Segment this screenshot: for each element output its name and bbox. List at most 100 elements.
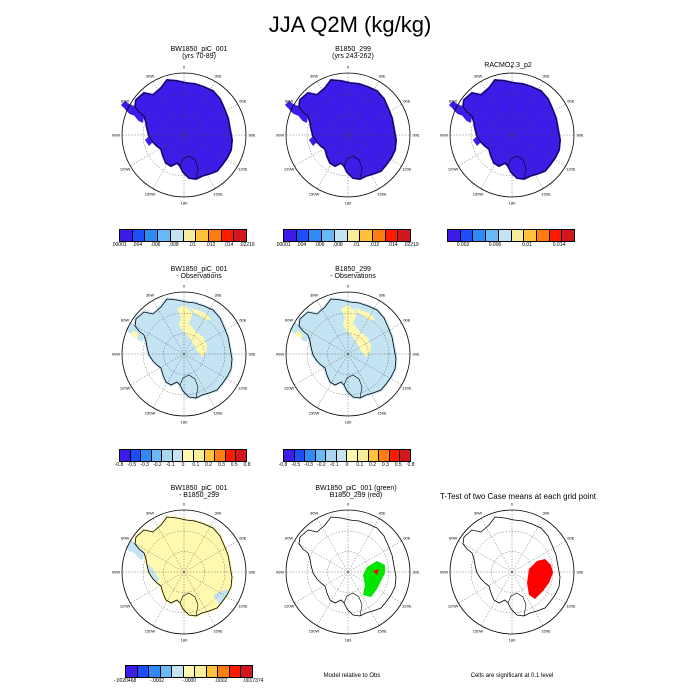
longitude-label: 30W — [310, 511, 318, 516]
panel-1-title: BW1850_piC_001 (yrs 70-89) — [129, 46, 269, 60]
legend-label: .02216 — [239, 242, 255, 248]
legend-swatch — [326, 450, 337, 461]
legend-label: .006 — [314, 242, 325, 248]
panel-6-title-line1: BW1850_piC_001 — [170, 485, 228, 492]
legend-swatch — [398, 230, 411, 241]
longitude-label: 150E — [541, 628, 551, 633]
longitude-label: 150W — [309, 628, 320, 633]
panel-5-title: B1850_299 - Observations — [283, 266, 423, 280]
legend-swatch — [372, 230, 386, 241]
longitude-label: 30W — [474, 511, 482, 516]
longitude-label: 120W — [448, 167, 459, 172]
legend-swatch — [347, 450, 359, 461]
map-panel-5: 0 30E 60E 90E 120E 150E 180 150W 120W 90W 60W 30W — [276, 284, 420, 425]
longitude-label: 120E — [238, 386, 248, 391]
legend-swatch — [145, 230, 159, 241]
legend-swatch — [486, 230, 499, 241]
legend-label: 0.5 — [230, 462, 238, 468]
panel-2-title-line1: B1850_299 — [335, 46, 371, 53]
legend-label: 0.3 — [381, 462, 389, 468]
longitude-label: 0 — [347, 65, 350, 70]
longitude-label: 60E — [403, 318, 410, 323]
longitude-label: 60W — [285, 318, 293, 323]
longitude-label: 60E — [239, 99, 246, 104]
legend-swatch — [172, 666, 184, 677]
legend-label: .00001 — [111, 242, 127, 248]
legend-swatch — [132, 230, 146, 241]
panel-1-title-line2: (yrs 70-89) — [182, 53, 216, 60]
legend-swatch — [158, 230, 171, 241]
legend-label: 0.01 — [522, 242, 532, 248]
legend-label: -.0002 — [149, 678, 165, 684]
longitude-label: 30E — [214, 511, 221, 516]
longitude-label: 30E — [542, 74, 549, 79]
longitude-label: 150W — [145, 628, 156, 633]
longitude-label: 150E — [377, 191, 387, 196]
panel-7-title: BW1850_piC_001 (green) B1850_299 (red) — [286, 485, 426, 499]
longitude-label: 30E — [378, 74, 385, 79]
longitude-label: 60W — [121, 536, 129, 541]
legend-swatch — [160, 666, 173, 677]
longitude-label: 150E — [377, 410, 387, 415]
legend-swatch — [284, 450, 295, 461]
longitude-label: 90W — [112, 352, 120, 357]
longitude-label: 0 — [511, 502, 514, 507]
legend-label: -0.8 — [114, 462, 124, 468]
ttest-footnote: Cells are significant at 0.1 level — [470, 673, 554, 679]
longitude-label: 0 — [347, 284, 350, 289]
panel-6-title-line2: - B1850_299 — [178, 492, 220, 499]
longitude-label: 150E — [213, 628, 223, 633]
legend-swatch — [183, 230, 197, 241]
legend-label: .014 — [223, 242, 234, 248]
longitude-label: 150W — [473, 628, 484, 633]
longitude-label: 120W — [284, 386, 295, 391]
negative-anomaly-region — [145, 561, 159, 587]
legend-swatch — [315, 450, 327, 461]
legend-swatch — [137, 666, 150, 677]
antarctica-coastline — [134, 516, 233, 617]
map-panel-6: 0 30E 60E 90E 120E 150E 180 150W 120W 90W 60W 30W — [112, 502, 256, 643]
map-graticule — [449, 72, 575, 198]
legend-swatch — [448, 230, 461, 241]
longitude-label: 120E — [238, 167, 248, 172]
legend-labels-1: .00001 .004 .006 .008 .01 .012 .014 .02216 — [111, 242, 254, 249]
green-significant-region — [363, 561, 385, 597]
legend-swatch — [196, 230, 209, 241]
longitude-label: 90W — [440, 570, 448, 575]
legend-labels-6: -.0020468 -.0002 -.0000 .0002 .0017374 — [114, 678, 264, 685]
legend-swatch — [183, 666, 196, 677]
legend-swatch — [296, 230, 310, 241]
longitude-label: 60E — [239, 536, 246, 541]
longitude-label: 90W — [276, 352, 284, 357]
legend-label: 0.2 — [369, 462, 377, 468]
longitude-label: 150E — [541, 191, 551, 196]
legend-label: 0.2 — [205, 462, 213, 468]
figure-title: JJA Q2M (kg/kg) — [268, 12, 432, 37]
antarctica-coastline — [298, 79, 397, 180]
map-panel-2: 0 30E 60E 90E 120E 150E 180 150W 120W 90W 60W 30W — [276, 65, 420, 206]
longitude-label: 0 — [183, 65, 186, 70]
legend-swatch — [170, 230, 184, 241]
legend-swatch — [236, 450, 246, 461]
longitude-label: 90E — [576, 133, 583, 138]
legend-swatch — [322, 230, 335, 241]
legend-swatch — [562, 230, 575, 241]
legend-label: .008 — [168, 242, 179, 248]
legend-swatch — [225, 450, 237, 461]
legend-swatch — [360, 230, 373, 241]
legend-bar-5 — [283, 449, 411, 462]
longitude-label: 30W — [310, 74, 318, 79]
legend-swatch — [460, 230, 474, 241]
q2m-field — [461, 78, 562, 181]
longitude-label: 150W — [309, 410, 320, 415]
legend-swatch — [385, 230, 399, 241]
longitude-label: 90E — [248, 133, 255, 138]
legend-label: .004 — [132, 242, 143, 248]
longitude-label: 150E — [377, 628, 387, 633]
legend-swatch — [218, 666, 230, 677]
longitude-label: 90W — [112, 133, 120, 138]
legend-label: .014 — [387, 242, 398, 248]
legend-swatch — [400, 450, 410, 461]
panel-3-title: RACMO2.3_p2 — [438, 62, 578, 69]
